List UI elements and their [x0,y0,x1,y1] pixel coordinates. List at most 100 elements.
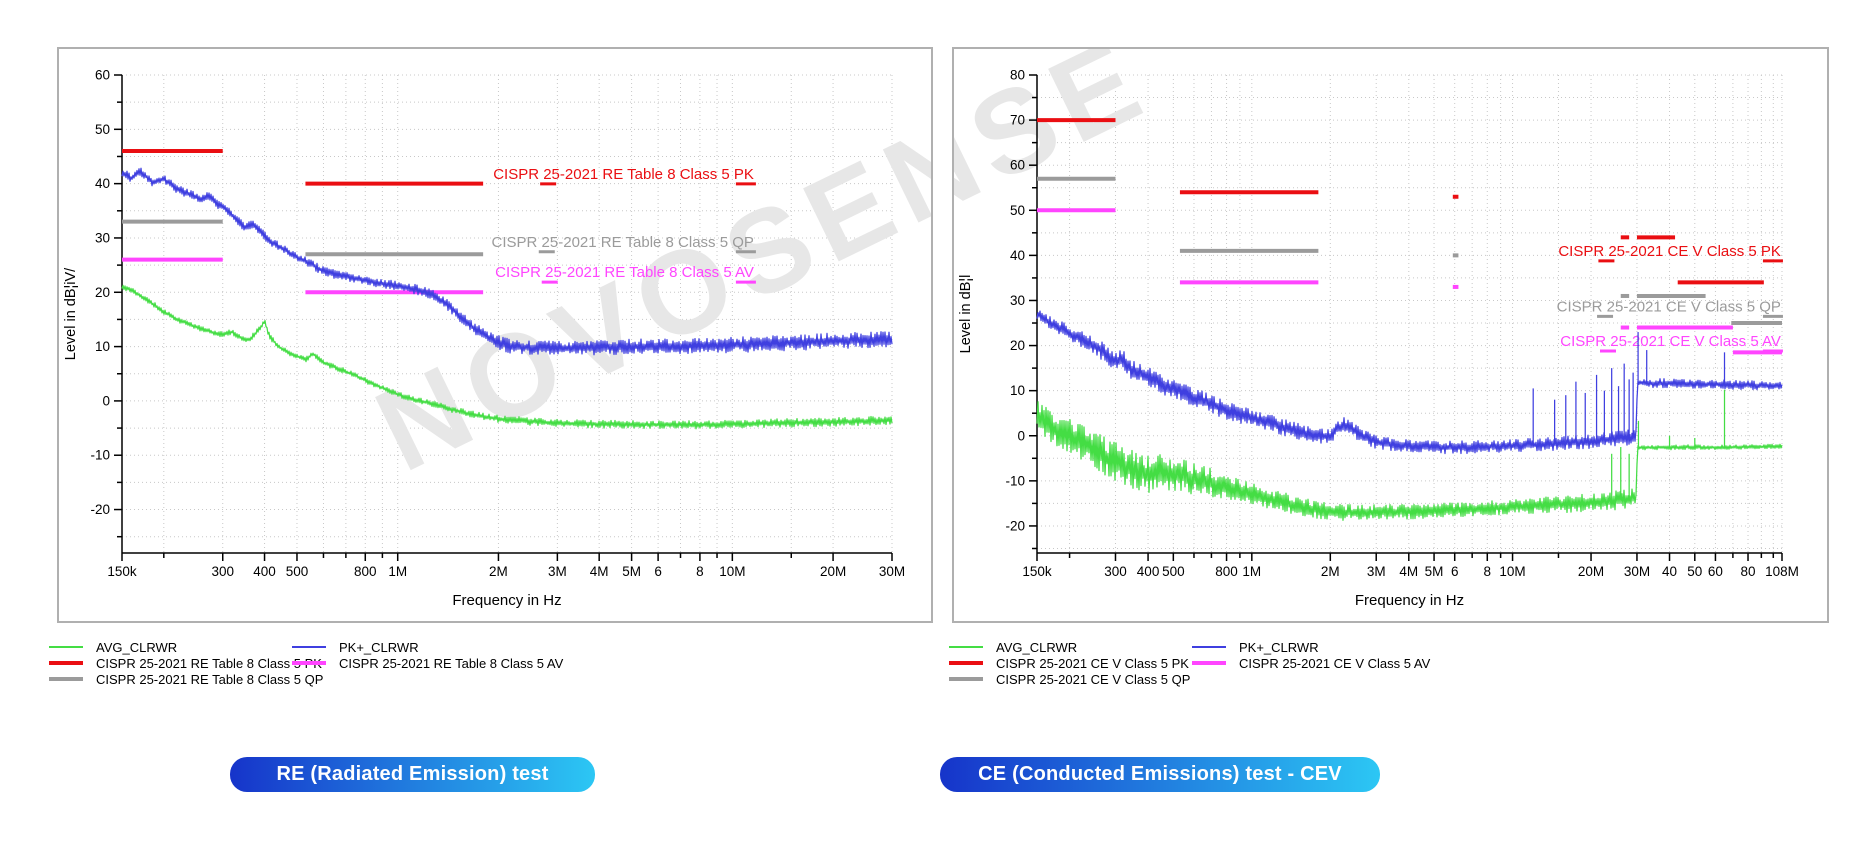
x-tick-label: 800 [354,564,377,579]
axes [114,74,893,561]
y-tick-label: 20 [95,285,110,300]
x-tick-label: 500 [1162,564,1185,579]
y-tick-label: 60 [95,68,110,83]
x-tick-label: 300 [211,564,234,579]
legend-label: PK+_CLRWR [1239,639,1319,655]
y-tick-label: 80 [1010,68,1025,83]
re-test-caption: RE (Radiated Emission) test [230,757,595,792]
y-tick-label: 40 [95,176,110,191]
legend-label: CISPR 25-2021 RE Table 8 Class 5 AV [339,655,564,671]
x-tick-label: 400 [253,564,276,579]
y-axis-title: Level in dB¦l [958,275,974,354]
legend-item: AVG_CLRWR [949,639,1192,655]
limit-line [122,219,484,257]
x-tick-label: 3M [1367,564,1386,579]
trace-PK+_CLRWR [121,167,893,356]
y-tick-label: -20 [1005,518,1025,533]
legend-item: CISPR 25-2021 CE V Class 5 QP [949,671,1192,687]
x-tick-label: 1M [1242,564,1261,579]
x-tick-label: 40 [1662,564,1677,579]
limit-line [1037,208,1782,355]
y-tick-label: 70 [1010,113,1025,128]
x-tick-label: 8 [696,564,704,579]
legend-label: CISPR 25-2021 CE V Class 5 AV [1239,655,1431,671]
x-tick-label: 400 [1137,564,1160,579]
limit-line [1037,118,1764,285]
legend-line-swatch [1192,661,1226,665]
axis-labels: 80 70 60 50 40 30 20 10 0 -10 -20 150k 300 400 500 800 1… [958,68,1799,610]
legend-label: AVG_CLRWR [996,639,1078,655]
x-tick-label: 150k [1022,564,1052,579]
legend-line-swatch [292,646,326,648]
legend-line-swatch [949,677,983,681]
y-tick-label: 0 [102,393,110,408]
trace-AVG_CLRWR [1036,389,1783,521]
x-tick-label: 10M [1499,564,1525,579]
legend-line-swatch [949,661,983,665]
y-tick-label: 40 [1010,248,1025,263]
x-tick-label: 150k [107,564,137,579]
x-tick-label: 2M [1321,564,1340,579]
x-tick-label: 50 [1687,564,1702,579]
y-tick-label: 50 [95,122,110,137]
svg-text:CISPR 25-2021 RE Table 8 Class: CISPR 25-2021 RE Table 8 Class 5 AV [495,264,754,281]
y-tick-label: 60 [1010,158,1025,173]
limit-line [122,149,484,186]
y-tick-label: -10 [90,448,110,463]
y-tick-label: 30 [95,230,110,245]
trace-PK+_CLRWR [1036,310,1783,455]
limit-line [122,257,484,295]
y-tick-label: 10 [1010,383,1025,398]
svg-text:CISPR 25-2021 CE V Class 5 AV: CISPR 25-2021 CE V Class 5 AV [1560,333,1781,350]
x-tick-label: 6 [654,564,662,579]
x-tick-label: 30M [1624,564,1650,579]
legend-item: PK+_CLRWR [292,639,563,655]
ce-chart-legend: AVG_CLRWR CISPR 25-2021 CE V Class 5 PK CI… [949,639,1430,687]
limit-label: CISPR 25-2021 CE V Class 5 QP [1557,298,1783,318]
x-tick-label: 10M [719,564,745,579]
legend-line-swatch [949,646,983,648]
legend-label: CISPR 25-2021 RE Table 8 Class 5 PK [96,655,322,671]
legend-item: CISPR 25-2021 RE Table 8 Class 5 PK [49,655,322,671]
x-tick-label: 4M [590,564,609,579]
legend-item: PK+_CLRWR [1192,639,1430,655]
ce-test-caption: CE (Conducted Emissions) test - CEV [940,757,1380,792]
limit-label: CISPR 25-2021 RE Table 8 Class 5 QP [492,234,756,254]
svg-text:CISPR 25-2021 RE Table 8 Class: CISPR 25-2021 RE Table 8 Class 5 PK [493,166,754,183]
y-tick-label: 0 [1017,428,1025,443]
x-tick-label: 80 [1741,564,1756,579]
legend-item: CISPR 25-2021 RE Table 8 Class 5 AV [292,655,563,671]
legend-item: CISPR 25-2021 CE V Class 5 PK [949,655,1192,671]
legend-line-swatch [49,661,83,665]
legend-label: AVG_CLRWR [96,639,178,655]
re-chart-legend: AVG_CLRWR CISPR 25-2021 RE Table 8 Class … [49,639,563,687]
x-axis-title: Frequency in Hz [452,592,561,609]
y-tick-label: 50 [1010,203,1025,218]
legend-item: CISPR 25-2021 RE Table 8 Class 5 QP [49,671,323,687]
legend-line-swatch [292,661,326,665]
legend-column: PK+_CLRWR CISPR 25-2021 CE V Class 5 AV [1192,639,1430,687]
y-tick-label: 30 [1010,293,1025,308]
x-tick-label: 3M [548,564,567,579]
legend-column: AVG_CLRWR CISPR 25-2021 CE V Class 5 PK CI… [949,639,1192,687]
x-tick-label: 5M [1425,564,1444,579]
legend-item: AVG_CLRWR [49,639,292,655]
x-tick-label: 800 [1215,564,1238,579]
legend-label: CISPR 25-2021 RE Table 8 Class 5 QP [96,671,324,687]
x-tick-label: 500 [286,564,309,579]
x-tick-label: 5M [622,564,641,579]
limit-label: CISPR 25-2021 RE Table 8 Class 5 PK [493,166,756,186]
y-tick-label: -20 [90,502,110,517]
re-chart-panel: NOVOSENSE 60 50 40 30 20 10 0 -10 -20 150k 300 400 50… [57,47,933,623]
legend-label: PK+_CLRWR [339,639,419,655]
limit-line [1037,176,1782,326]
legend-column: AVG_CLRWR CISPR 25-2021 RE Table 8 Class … [49,639,323,687]
legend-label: CISPR 25-2021 CE V Class 5 PK [996,655,1189,671]
limit-label: CISPR 25-2021 RE Table 8 Class 5 AV [495,264,756,284]
x-tick-label: 6 [1451,564,1459,579]
x-tick-label: 30M [879,564,905,579]
x-tick-label: 20M [820,564,846,579]
x-axis-title: Frequency in Hz [1355,592,1464,609]
legend-line-swatch [49,646,83,648]
